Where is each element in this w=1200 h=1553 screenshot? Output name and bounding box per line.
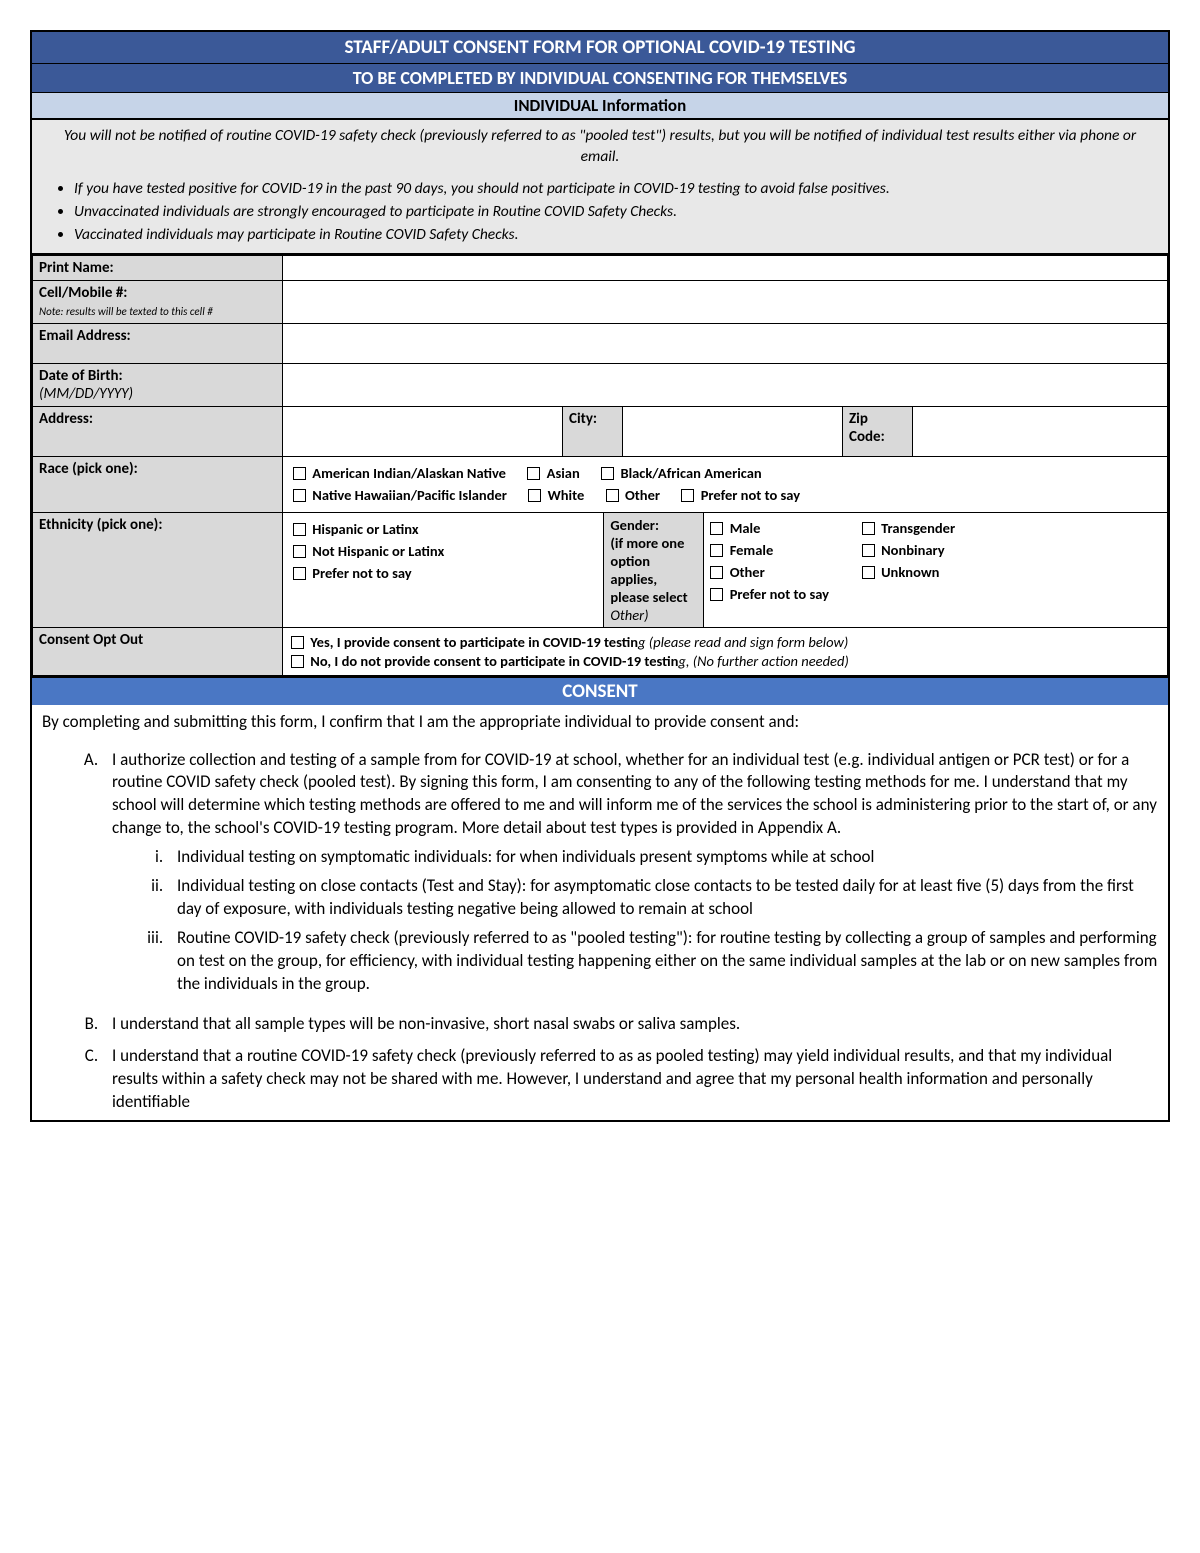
label-dob: Date of Birth: (MM/DD/YYYY) <box>33 363 283 406</box>
label-email: Email Address: <box>33 323 283 363</box>
label-city: City: <box>563 406 623 456</box>
notice-bullets: If you have tested positive for COVID-19… <box>32 174 1168 255</box>
input-address[interactable] <box>283 406 563 456</box>
label-zip: Zip Code: <box>843 406 913 456</box>
notice-text: You will not be notified of routine COVI… <box>32 120 1168 174</box>
label-gender: Gender: (if more one option applies, ple… <box>603 513 703 627</box>
consent-intro: By completing and submitting this form, … <box>42 711 1158 734</box>
gender-opt[interactable]: Other <box>710 563 840 581</box>
consent-item-b: I understand that all sample types will … <box>102 1010 1158 1042</box>
bullet-1: If you have tested positive for COVID-19… <box>74 178 1156 201</box>
race-opt[interactable]: White <box>528 486 584 504</box>
consent-item-c: I understand that a routine COVID-19 saf… <box>102 1042 1158 1120</box>
consent-yes[interactable]: Yes, I provide consent to participate in… <box>291 633 1159 651</box>
gender-opt[interactable]: Unknown <box>862 563 940 581</box>
section-individual-info: INDIVIDUAL Information <box>32 93 1168 120</box>
label-print-name: Print Name: <box>33 255 283 280</box>
title-bar-1: STAFF/ADULT CONSENT FORM FOR OPTIONAL CO… <box>32 32 1168 64</box>
gender-opt[interactable]: Transgender <box>862 519 955 537</box>
consent-no[interactable]: No, I do not provide consent to particip… <box>291 652 1159 670</box>
bullet-3: Vaccinated individuals may participate i… <box>74 224 1156 247</box>
input-email[interactable] <box>283 323 1168 363</box>
race-opt[interactable]: Native Hawaiian/Pacific Islander <box>293 486 507 504</box>
race-opt[interactable]: Asian <box>527 464 579 482</box>
race-options: American Indian/Alaskan Native Asian Bla… <box>283 456 1168 512</box>
bullet-2: Unvaccinated individuals are strongly en… <box>74 201 1156 224</box>
race-opt[interactable]: American Indian/Alaskan Native <box>293 464 506 482</box>
ethnicity-options: Hispanic or Latinx Not Hispanic or Latin… <box>283 513 603 627</box>
form-page: STAFF/ADULT CONSENT FORM FOR OPTIONAL CO… <box>30 30 1170 1122</box>
label-address: Address: <box>33 406 283 456</box>
input-print-name[interactable] <box>283 255 1168 280</box>
input-cell[interactable] <box>283 280 1168 323</box>
input-zip[interactable] <box>913 406 1168 456</box>
label-ethnicity: Ethnicity (pick one): <box>33 512 283 627</box>
input-dob[interactable] <box>283 363 1168 406</box>
race-opt[interactable]: Other <box>606 486 660 504</box>
gender-options: Male Transgender Female Nonbinary Other … <box>703 513 1167 627</box>
consent-opt-cell: Yes, I provide consent to participate in… <box>283 627 1168 675</box>
input-city[interactable] <box>623 406 843 456</box>
eth-opt[interactable]: Hispanic or Latinx <box>293 520 419 538</box>
consent-item-a-ii: Individual testing on close contacts (Te… <box>167 873 1158 925</box>
label-cell: Cell/Mobile #: Note: results will be tex… <box>33 280 283 323</box>
race-opt[interactable]: Black/African American <box>601 464 762 482</box>
consent-item-a: I authorize collection and testing of a … <box>102 746 1158 1010</box>
title-bar-2: TO BE COMPLETED BY INDIVIDUAL CONSENTING… <box>32 64 1168 93</box>
gender-opt[interactable]: Prefer not to say <box>710 585 829 603</box>
consent-header: CONSENT <box>32 676 1168 705</box>
gender-opt[interactable]: Female <box>710 541 840 559</box>
race-opt[interactable]: Prefer not to say <box>681 486 800 504</box>
eth-opt[interactable]: Not Hispanic or Latinx <box>293 542 444 560</box>
consent-item-a-iii: Routine COVID-19 safety check (previousl… <box>167 925 1158 1000</box>
consent-body: By completing and submitting this form, … <box>32 705 1168 1120</box>
label-race: Race (pick one): <box>33 456 283 512</box>
gender-opt[interactable]: Male <box>710 519 840 537</box>
fields-table: Print Name: Cell/Mobile #: Note: results… <box>32 255 1168 676</box>
gender-opt[interactable]: Nonbinary <box>862 541 945 559</box>
label-consent-opt: Consent Opt Out <box>33 627 283 675</box>
consent-item-a-i: Individual testing on symptomatic indivi… <box>167 844 1158 873</box>
eth-opt[interactable]: Prefer not to say <box>293 564 412 582</box>
